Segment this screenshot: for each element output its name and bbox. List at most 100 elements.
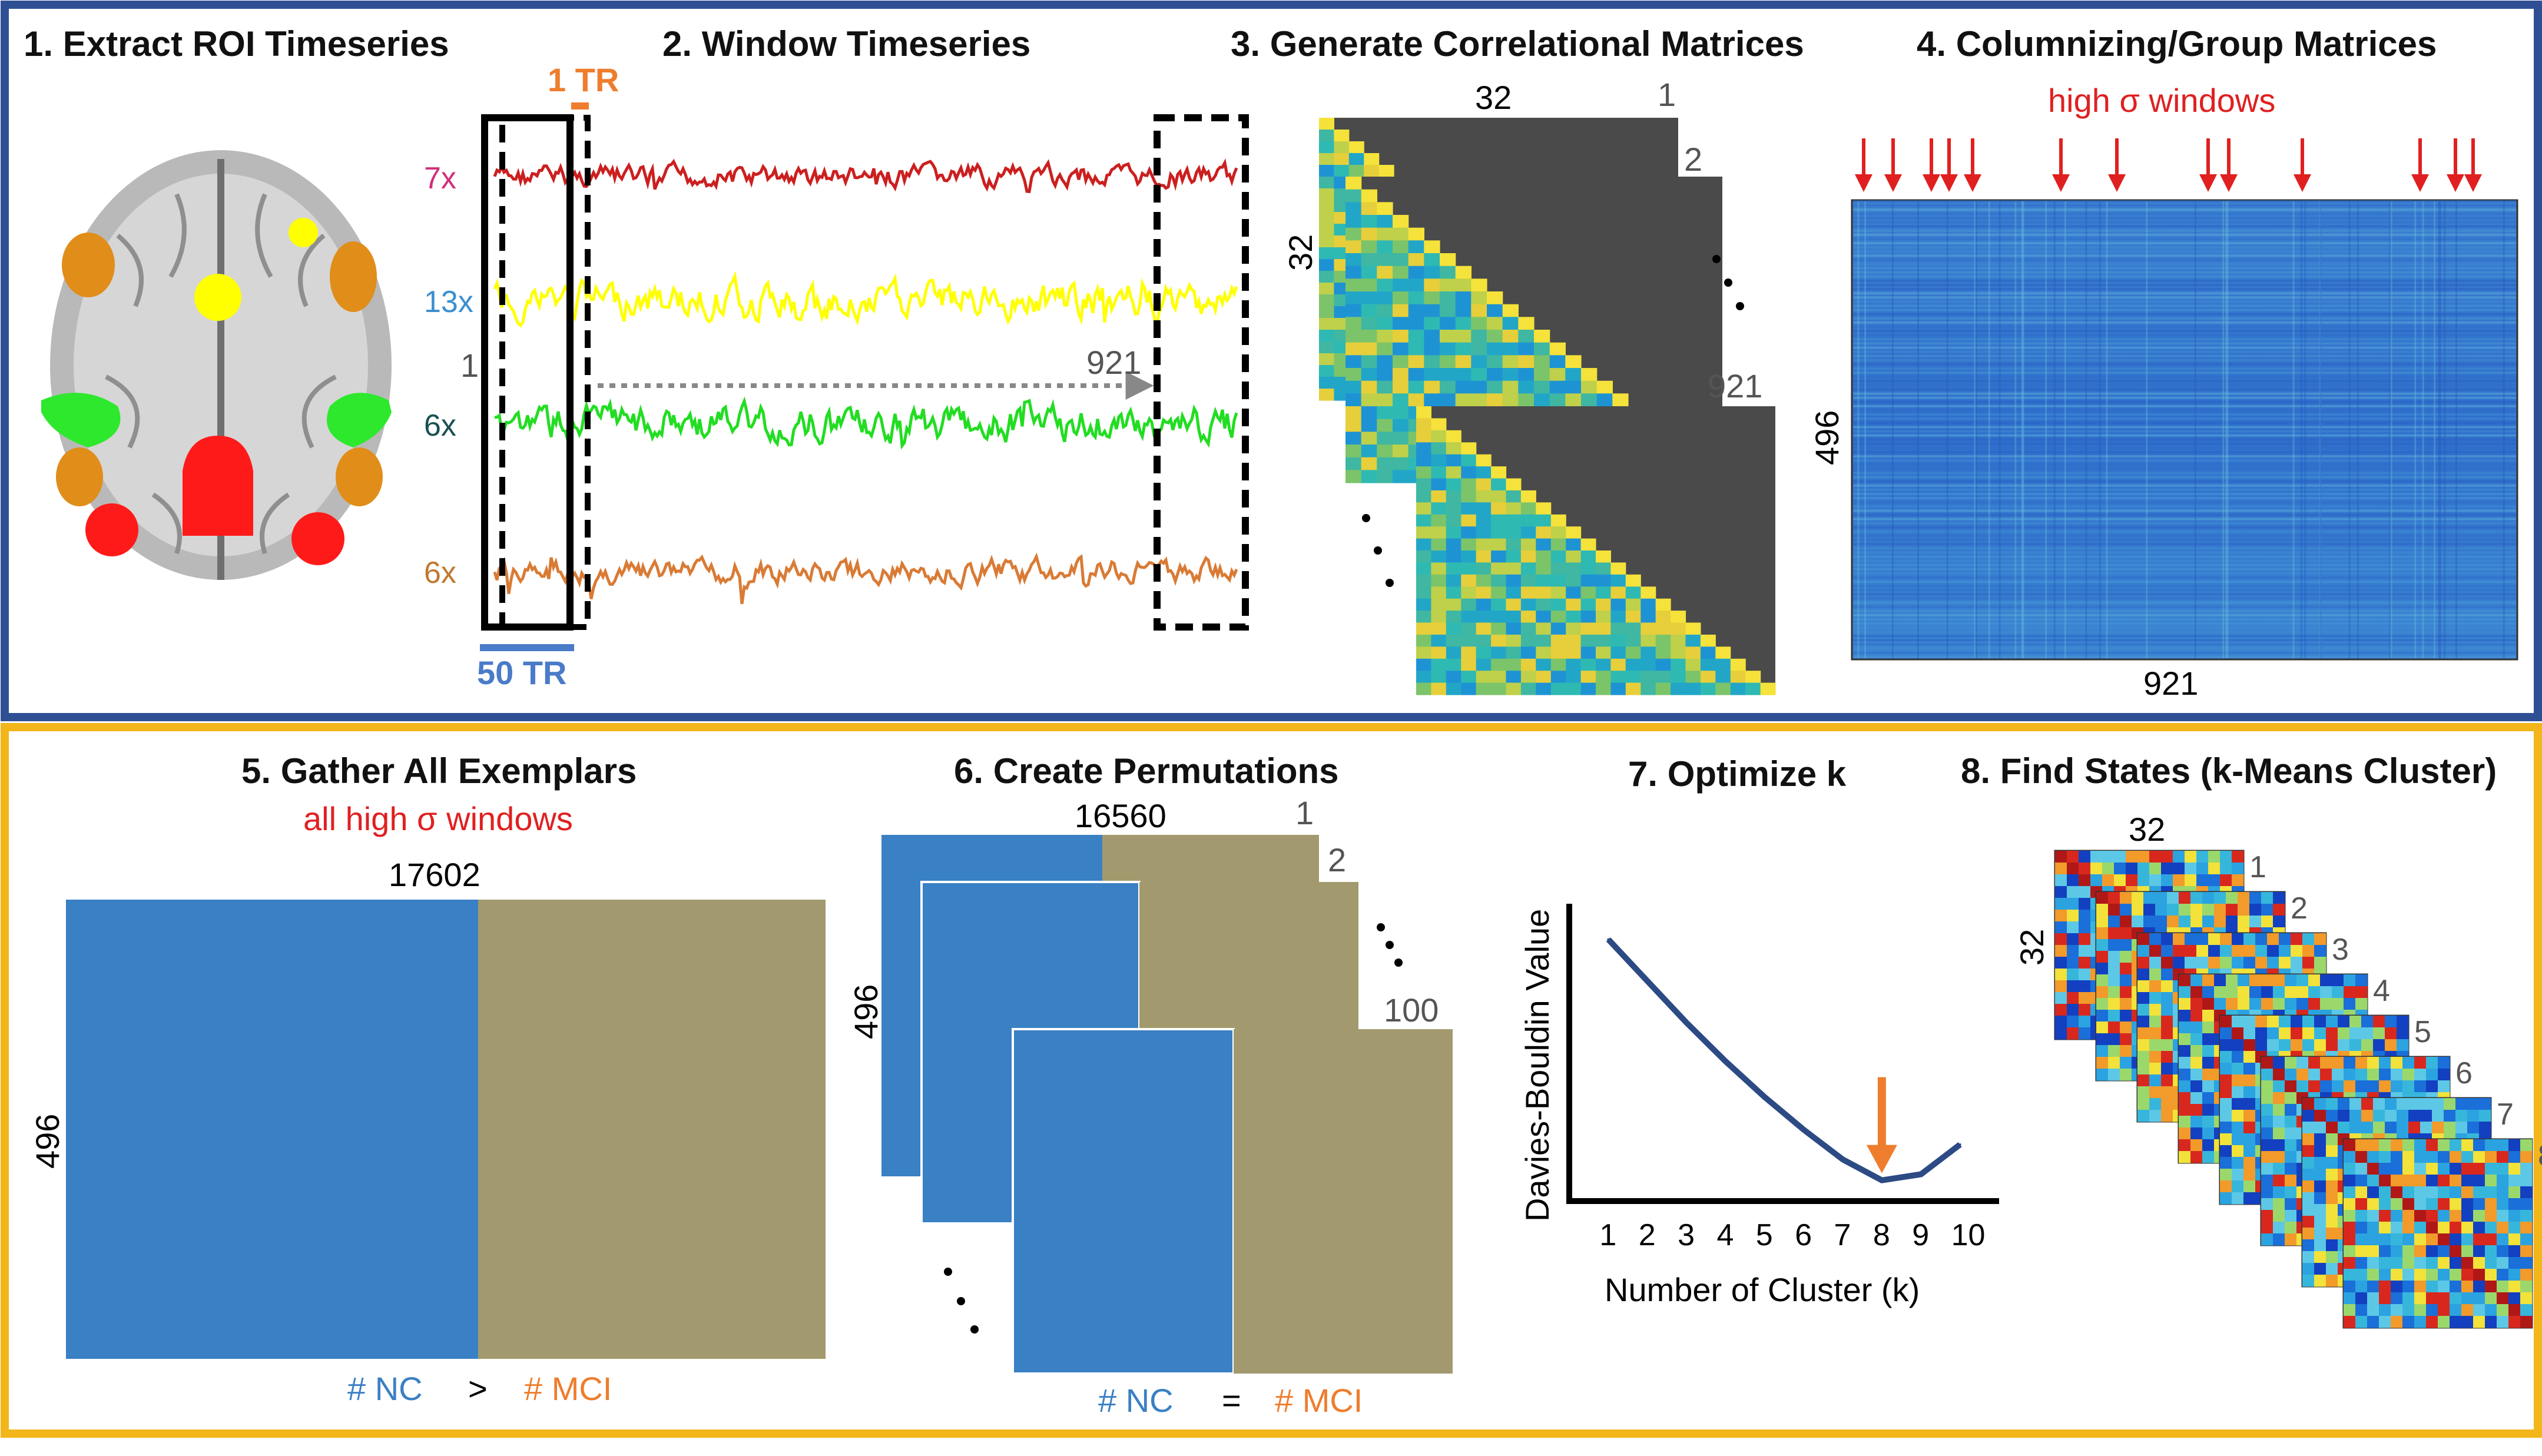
- state-cell: [2450, 1281, 2462, 1293]
- heatmap-row: [1853, 200, 2516, 203]
- state-cell: [2520, 1245, 2533, 1258]
- state-cell: [2497, 1316, 2509, 1328]
- heatmap-row: [1853, 501, 2516, 504]
- state-cell: [2302, 1192, 2315, 1205]
- corr-cell: [1596, 562, 1611, 575]
- state-cell: [2079, 921, 2091, 934]
- state-cell: [2149, 1086, 2162, 1099]
- corr-cell: [1566, 658, 1582, 671]
- state-cell: [2391, 1151, 2403, 1163]
- corr-cell: [1416, 454, 1431, 467]
- state-cell: [2120, 1033, 2132, 1046]
- state-cell: [2397, 1122, 2409, 1134]
- state-cell: [2367, 1069, 2379, 1081]
- corr-cell: [1416, 562, 1431, 575]
- corr-cell: [1345, 419, 1362, 432]
- state-cell: [2450, 1316, 2462, 1328]
- corr-cell: [1566, 574, 1582, 587]
- state-cell: [2190, 1057, 2203, 1069]
- state-cell: [2367, 1292, 2379, 1305]
- state-cell: [2508, 1233, 2521, 1246]
- corr-cell: [1361, 253, 1377, 267]
- state-cell: [2402, 1080, 2415, 1093]
- corr-cell: [1536, 562, 1552, 575]
- corr-cell: [1461, 442, 1477, 455]
- state-cell: [2426, 1057, 2438, 1069]
- state-cell: [2426, 1198, 2438, 1210]
- corr-cell: [1625, 611, 1641, 623]
- state-cell: [2108, 986, 2120, 999]
- states-top-label: 32: [2129, 811, 2165, 848]
- corr-cell: [1502, 380, 1519, 394]
- corr-cell: [1715, 646, 1731, 659]
- state-cell: [2196, 863, 2209, 875]
- state-cell: [2285, 1092, 2297, 1105]
- state-cell: [2349, 1122, 2362, 1134]
- state-cell: [2467, 1098, 2480, 1110]
- heatmap-row: [1853, 413, 2516, 416]
- state-cell: [2055, 1027, 2067, 1040]
- state-cell: [2520, 1198, 2533, 1210]
- state-cell: [2344, 1151, 2356, 1163]
- heatmap-row: [1853, 597, 2516, 600]
- corr-cell: [1424, 304, 1440, 317]
- corr-cell: [1476, 490, 1492, 503]
- state-cell: [2379, 1245, 2391, 1258]
- heatmap-row: [1853, 505, 2516, 508]
- state-cell: [2391, 1186, 2403, 1199]
- state-cell: [2249, 986, 2262, 999]
- state-cell: [2379, 1069, 2391, 1081]
- state-cell: [2261, 1057, 2273, 1069]
- corr-cell: [1431, 574, 1447, 587]
- state-cell: [2249, 998, 2262, 1010]
- roi-red-right: [291, 512, 344, 565]
- perm-legend-mci: # MCI: [1275, 1382, 1363, 1419]
- state-cell: [2079, 863, 2091, 875]
- state-cell: [2179, 1092, 2191, 1105]
- corr-cell: [1549, 355, 1566, 369]
- state-cell: [2308, 1057, 2321, 1069]
- state-cell: [2273, 1104, 2285, 1116]
- corr-cell: [1491, 574, 1507, 587]
- state-cell: [2426, 1069, 2438, 1081]
- state-cell: [2508, 1175, 2521, 1187]
- corr-cell: [1730, 658, 1746, 671]
- corr-cell: [1393, 355, 1409, 369]
- heatmap-col: [2045, 201, 2047, 658]
- state-cell: [2161, 874, 2173, 887]
- state-cell: [2461, 1151, 2474, 1163]
- corr-cell: [1476, 562, 1492, 575]
- corr-cell: [1446, 658, 1461, 671]
- state-cell: [2261, 1069, 2273, 1081]
- state-cell: [2314, 1122, 2326, 1134]
- state-cell: [2261, 904, 2273, 916]
- state-cell: [2438, 1281, 2450, 1293]
- state-cell: [2438, 1316, 2450, 1328]
- heatmap-col: [2085, 201, 2087, 658]
- state-cell: [2279, 933, 2291, 946]
- state-cell: [2179, 986, 2191, 999]
- state-cell: [2520, 1292, 2533, 1305]
- state-cell: [2367, 1257, 2379, 1269]
- state-cell: [2232, 1169, 2244, 1181]
- corr-cell: [1348, 165, 1364, 177]
- state-cell: [2202, 1151, 2215, 1163]
- corr-cell: [1461, 682, 1477, 695]
- db-point: [1646, 980, 1649, 983]
- state-cell: [2302, 1110, 2315, 1122]
- corr-cell: [1476, 454, 1492, 467]
- corr-cell: [1520, 634, 1536, 647]
- state-cell: [2355, 1139, 2368, 1152]
- corr-cell: [1461, 550, 1477, 563]
- state-cell: [2320, 998, 2332, 1010]
- state-cell: [2096, 974, 2109, 987]
- step1-title: 1. Extract ROI Timeseries: [24, 24, 449, 64]
- state-cell: [2349, 1039, 2362, 1052]
- corr-cell: [1580, 622, 1596, 635]
- state-cell: [2450, 1304, 2462, 1316]
- corr-stack-dot: [1374, 546, 1382, 555]
- corr-cell: [1671, 682, 1686, 695]
- state-cell: [2149, 933, 2162, 946]
- corr-cell: [1361, 317, 1377, 330]
- state-cell: [2444, 1098, 2456, 1110]
